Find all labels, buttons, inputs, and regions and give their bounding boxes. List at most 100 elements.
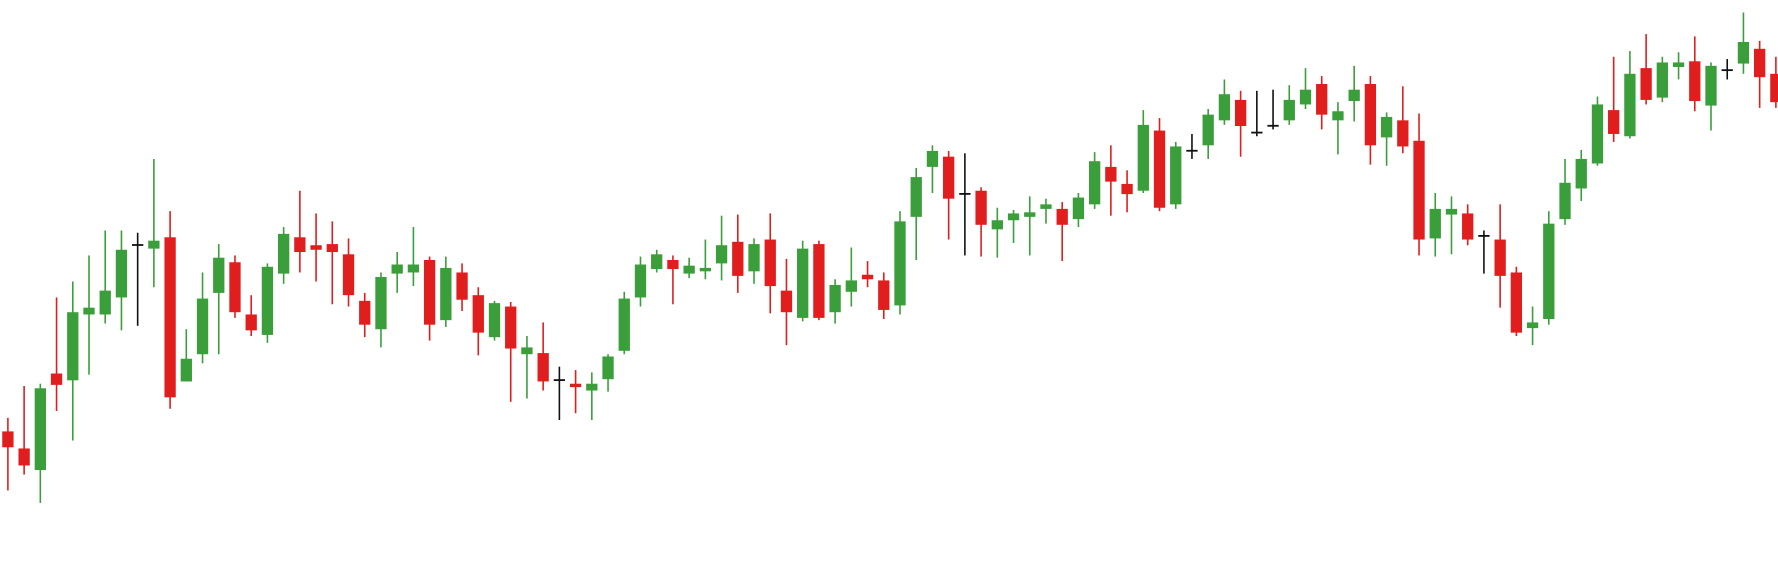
candle-body	[67, 312, 79, 381]
candle-body	[1640, 68, 1652, 100]
candle-body	[164, 237, 176, 398]
candle-body	[1316, 84, 1328, 115]
candle-body	[1234, 99, 1247, 127]
candle-body	[310, 245, 322, 250]
candle-body	[732, 241, 744, 276]
candle-body	[2, 431, 14, 448]
candle-body	[943, 156, 955, 199]
candle-body	[277, 233, 290, 274]
candle-body	[1397, 120, 1409, 147]
candle-body	[132, 244, 144, 246]
candle-body	[618, 298, 630, 351]
candle-body	[553, 379, 566, 381]
candle-body	[1380, 116, 1393, 138]
candle-body	[991, 220, 1003, 230]
candle-body	[34, 388, 46, 471]
candle-body	[894, 221, 906, 306]
candle-body	[926, 150, 939, 167]
candle-body	[797, 248, 809, 318]
candle-body	[229, 262, 241, 313]
candle-body	[456, 272, 468, 300]
candle-body	[1672, 62, 1685, 67]
candle-body	[1072, 197, 1085, 220]
candle-body	[1040, 204, 1052, 209]
candle-body	[1575, 158, 1587, 189]
candle-body	[1170, 146, 1182, 205]
candle-body	[1445, 208, 1458, 215]
candle-body	[1153, 130, 1166, 208]
candle-body	[1754, 48, 1766, 78]
candle-body	[245, 314, 257, 331]
candle-body	[326, 244, 338, 253]
candle-body	[1624, 73, 1636, 137]
candle-body	[878, 280, 890, 310]
candle-body	[813, 244, 825, 318]
candle-body	[1088, 161, 1101, 205]
candle-body	[1656, 62, 1668, 98]
candle-body	[1737, 42, 1750, 64]
candle-body	[505, 306, 517, 349]
candle-body	[1429, 208, 1441, 239]
candle-body	[359, 300, 371, 325]
candle-body	[910, 177, 922, 217]
candle-body	[683, 265, 695, 274]
candle-body	[1299, 89, 1312, 105]
candle-body	[1510, 272, 1523, 333]
candle-body	[845, 280, 857, 292]
candle-body	[180, 358, 192, 382]
candle-body	[342, 254, 355, 296]
candle-body	[115, 249, 128, 298]
candle-body	[294, 237, 306, 253]
candle-body	[1494, 239, 1506, 276]
candle-body	[1332, 111, 1344, 121]
candle-body	[1007, 213, 1020, 221]
candle-body	[213, 257, 225, 293]
candle-body	[1218, 94, 1231, 121]
candle-body	[261, 266, 274, 335]
candle-body	[764, 239, 776, 287]
candle-body	[829, 284, 841, 313]
candle-body	[472, 295, 484, 333]
candle-body	[375, 277, 387, 330]
candle-body	[975, 190, 987, 225]
candle-body	[1186, 149, 1198, 152]
candle-body	[861, 274, 874, 280]
candle-body	[1462, 213, 1474, 240]
candle-body	[407, 264, 420, 273]
candle-body	[1267, 124, 1279, 127]
candle-body	[1105, 166, 1117, 182]
candle-body	[1283, 99, 1295, 121]
candle-body	[1770, 73, 1778, 103]
candle-body	[602, 356, 614, 380]
candle-body	[148, 240, 160, 249]
candle-body	[537, 353, 549, 382]
candle-body	[651, 254, 663, 270]
candle-body	[50, 373, 63, 385]
candle-body	[748, 244, 760, 272]
candle-body	[715, 245, 728, 264]
candle-body	[83, 307, 95, 315]
candle-body	[634, 264, 647, 298]
candle-body	[391, 264, 403, 274]
candle-body	[1137, 124, 1149, 191]
candle-body	[667, 259, 679, 270]
candle-body	[699, 267, 712, 272]
candle-body	[488, 303, 501, 338]
candle-body	[780, 290, 793, 313]
candle-body	[569, 383, 582, 388]
candle-body	[1559, 182, 1571, 220]
candle-body	[1591, 104, 1604, 164]
candle-body	[440, 267, 452, 321]
candle-body	[196, 298, 209, 355]
candle-body	[1721, 69, 1733, 72]
candle-body	[1526, 322, 1539, 329]
candle-body	[1024, 212, 1036, 217]
candle-body	[99, 290, 111, 315]
candle-body	[1251, 131, 1263, 134]
candle-body	[1056, 208, 1068, 225]
candle-body	[1364, 84, 1377, 146]
candle-body	[586, 383, 598, 391]
candle-body	[1202, 114, 1214, 146]
